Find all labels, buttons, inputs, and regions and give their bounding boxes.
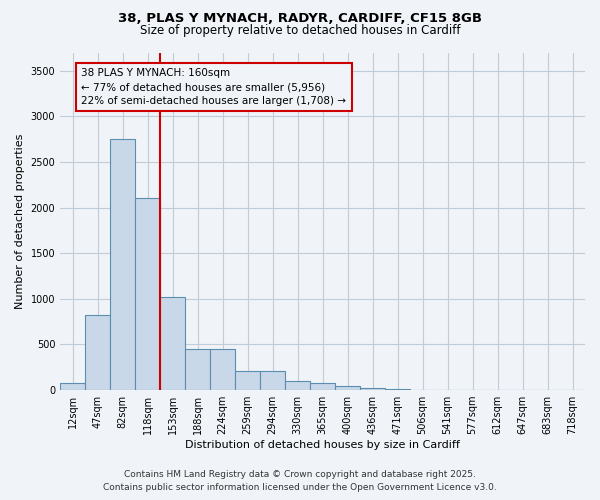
Bar xyxy=(135,198,160,390)
Bar xyxy=(185,349,210,390)
Bar xyxy=(285,381,310,390)
Text: Size of property relative to detached houses in Cardiff: Size of property relative to detached ho… xyxy=(140,24,460,37)
Bar xyxy=(85,315,110,390)
Bar xyxy=(60,383,85,390)
Bar xyxy=(335,386,360,390)
Bar xyxy=(385,389,410,390)
Bar xyxy=(260,371,285,390)
Bar xyxy=(360,388,385,390)
Y-axis label: Number of detached properties: Number of detached properties xyxy=(15,134,25,309)
Bar xyxy=(110,139,135,390)
Bar xyxy=(160,296,185,390)
X-axis label: Distribution of detached houses by size in Cardiff: Distribution of detached houses by size … xyxy=(185,440,460,450)
Text: 38, PLAS Y MYNACH, RADYR, CARDIFF, CF15 8GB: 38, PLAS Y MYNACH, RADYR, CARDIFF, CF15 … xyxy=(118,12,482,26)
Bar xyxy=(310,383,335,390)
Text: Contains HM Land Registry data © Crown copyright and database right 2025.
Contai: Contains HM Land Registry data © Crown c… xyxy=(103,470,497,492)
Text: 38 PLAS Y MYNACH: 160sqm
← 77% of detached houses are smaller (5,956)
22% of sem: 38 PLAS Y MYNACH: 160sqm ← 77% of detach… xyxy=(82,68,346,106)
Bar xyxy=(235,371,260,390)
Bar xyxy=(210,349,235,390)
